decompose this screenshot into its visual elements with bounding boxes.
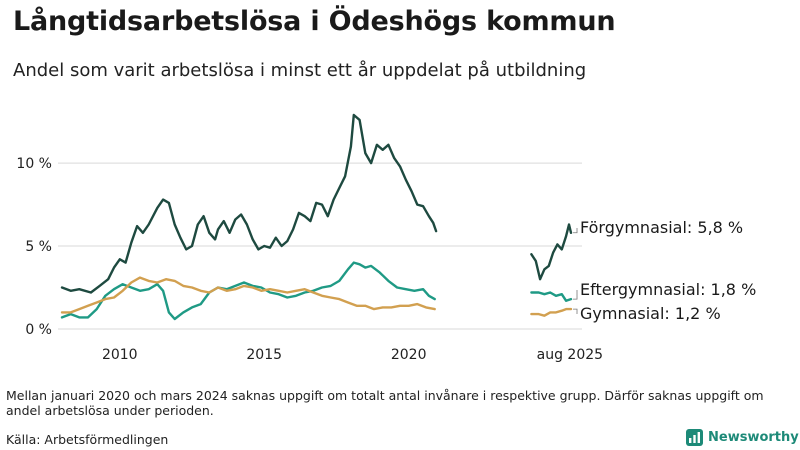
x-axis-ticks: 2010 2015 2020 aug 2025 [102, 347, 603, 363]
series-line-gymnasial-segment-1 [530, 307, 573, 317]
series-line-forgymnasial-segment-0 [60, 113, 438, 294]
newsworthy-logo-icon [686, 429, 703, 446]
source-credit: Källa: Arbetsförmedlingen [6, 432, 169, 447]
x-tick-label: 2010 [102, 347, 138, 363]
series-line-forgymnasial-segment-1 [530, 223, 573, 281]
chart-subtitle: Andel som varit arbetslösa i minst ett å… [13, 60, 587, 81]
series-lines [60, 113, 573, 321]
label-leader-line [573, 289, 578, 300]
series-line-gymnasial-segment-0 [60, 276, 436, 314]
series-label-forgymnasial: Förgymnasial: 5,8 % [580, 218, 743, 237]
series-label-gymnasial: Gymnasial: 1,2 % [580, 304, 721, 323]
label-leader-line [573, 308, 578, 315]
x-tick-label: aug 2025 [537, 347, 603, 363]
y-tick-label: 0 % [25, 322, 52, 338]
gridlines [58, 162, 582, 330]
line-chart: 0 % 5 % 10 % 2010 2015 2020 aug 2025 Förgymna… [16, 113, 756, 363]
chart-title: Långtidsarbetslösa i Ödeshögs kommun [13, 6, 616, 37]
series-line-eftergymnasial-segment-0 [60, 261, 436, 321]
y-tick-label: 5 % [25, 239, 52, 255]
y-axis-ticks: 0 % 5 % 10 % [16, 156, 52, 338]
brand-name: Newsworthy [708, 430, 799, 445]
series-end-labels: Förgymnasial: 5,8 % Eftergymnasial: 1,8 %… [573, 218, 756, 323]
series-label-eftergymnasial: Eftergymnasial: 1,8 % [580, 280, 756, 299]
footnote: Mellan januari 2020 och mars 2024 saknas… [6, 388, 764, 418]
y-tick-label: 10 % [16, 156, 52, 172]
label-leader-line [573, 227, 578, 234]
x-tick-label: 2015 [246, 347, 282, 363]
x-tick-label: 2020 [391, 347, 427, 363]
series-line-eftergymnasial-segment-1 [530, 291, 573, 302]
brand-logo[interactable]: Newsworthy [686, 429, 799, 446]
